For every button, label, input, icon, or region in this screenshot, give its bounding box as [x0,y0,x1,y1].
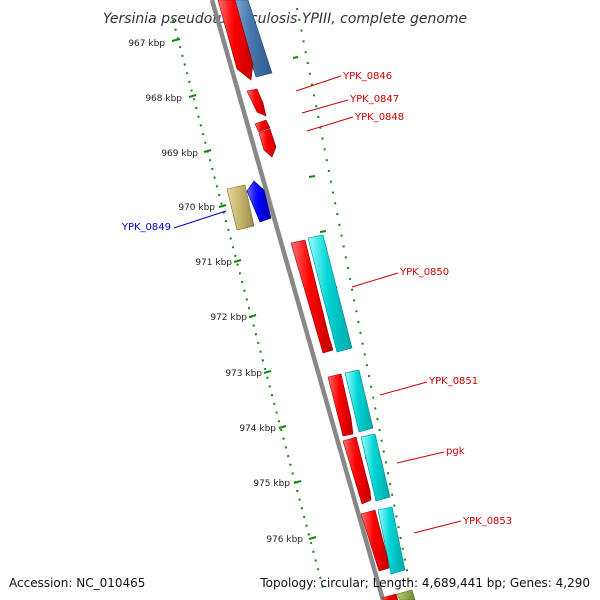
label-leader-line [306,116,354,132]
cds-feature-pgk [342,436,372,505]
cog-feature [396,589,416,600]
label-leader-line [351,272,399,288]
gene-label-ypk-0853: YPK_0853 [462,516,512,527]
gene-label-ypk-0851: YPK_0851 [428,376,478,387]
cog-track [226,0,416,600]
outer-major-tick [319,230,327,233]
cds-feature [381,593,399,600]
tick-label: 970 kbp [178,203,215,213]
label-leader-line [413,520,462,534]
kbp-tick-971 [233,259,242,263]
kbp-tick-969 [203,149,212,153]
gene-label-ypk-0846: YPK_0846 [342,71,392,82]
cog-feature [307,234,353,353]
kbp-tick-975 [293,480,302,484]
tick-label: 967 kbp [128,39,165,49]
cog-feature [360,433,391,502]
cds-feature-ypk-0848 [258,128,277,158]
kbp-tick-974 [278,425,287,429]
gene-label-ypk-0848: YPK_0848 [354,112,404,123]
gene-label-pgk: pgk [446,446,465,457]
gene-label-ypk-0847: YPK_0847 [349,94,399,105]
genome-summary-text: Topology: circular; Length: 4,689,441 bp… [259,576,590,590]
tick-label: 969 kbp [161,149,198,159]
cog-feature [226,184,255,231]
accession-text: Accession: NC_010465 [9,576,145,590]
tick-label: 973 kbp [225,369,262,379]
label-leader-line [379,381,428,396]
gene-label-ypk-0849: YPK_0849 [121,222,171,233]
tick-label: 972 kbp [210,313,247,323]
gene-labels: YPK_0846 YPK_0847 YPK_0848 YPK_0849 YPK_… [121,71,512,534]
kbp-tick-967 [171,38,181,42]
genome-backbone [209,0,386,600]
cds-track [217,0,399,600]
tick-label: 974 kbp [239,424,276,434]
outer-major-tick [308,175,316,178]
kbp-tick-968 [188,94,197,98]
label-leader-line [396,451,445,464]
label-leader-line [295,75,342,92]
kbp-tick-972 [248,314,257,318]
label-leader-line [173,210,227,229]
cog-feature [344,369,374,433]
kbp-tick-970 [218,204,227,208]
outer-major-tick [292,56,299,59]
tick-marks [171,38,317,540]
kbp-tick-976 [308,536,317,540]
cds-feature-ypk-0847 [246,88,267,117]
map-title: Yersinia pseudotuberculosis YPIII, compl… [103,11,467,27]
cds-feature-ypk-0853 [360,509,390,572]
tick-label: 968 kbp [145,94,182,104]
tick-labels: 967 kbp 968 kbp 969 kbp 970 kbp 971 kbp … [128,39,303,545]
cds-feature-ypk-0846 [217,0,254,81]
cds-feature-ypk-0851 [327,373,354,437]
kbp-tick-973 [263,370,272,374]
gene-label-ypk-0850: YPK_0850 [399,267,449,278]
tick-label: 971 kbp [195,258,232,268]
tick-label: 975 kbp [253,479,290,489]
label-leader-line [301,99,349,114]
cog-feature [377,506,406,575]
cds-feature-ypk-0848 [254,119,271,133]
tick-label: 976 kbp [266,535,303,545]
cds-feature-ypk-0849 [246,180,272,223]
cds-feature-ypk-0850 [290,239,334,354]
